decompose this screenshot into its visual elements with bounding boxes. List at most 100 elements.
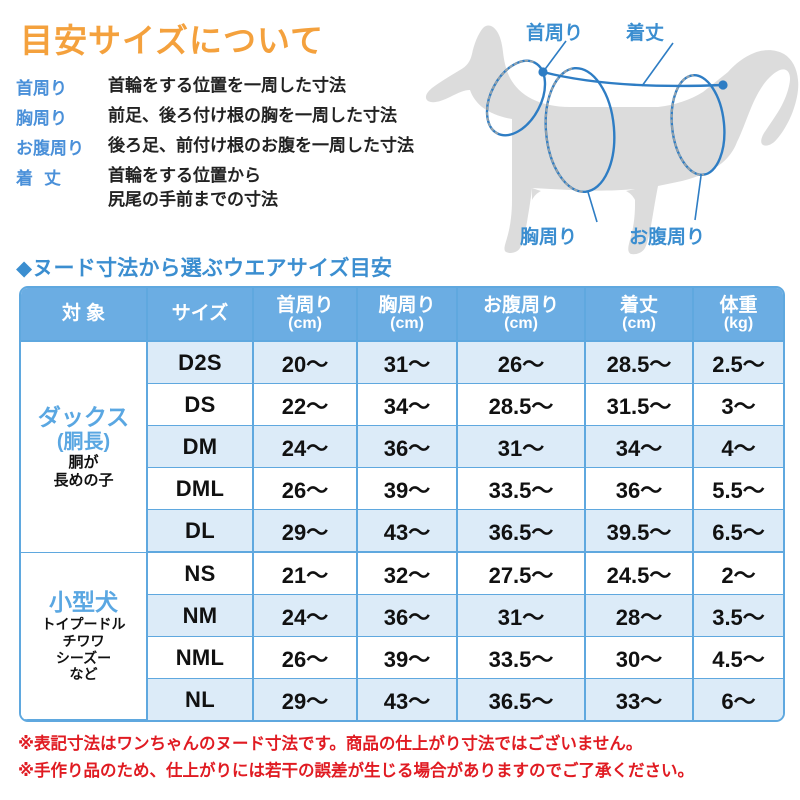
definition-term-chest: 胸周り bbox=[16, 109, 67, 128]
diagram-label-chest: 胸周り bbox=[520, 227, 578, 248]
cell-size: D2S bbox=[148, 342, 254, 384]
belly-leader-line bbox=[694, 175, 702, 221]
cell-neck: 22〜 bbox=[254, 384, 358, 426]
cell-belly: 33.5〜 bbox=[458, 468, 586, 510]
cell-chest: 36〜 bbox=[358, 426, 458, 468]
cell-belly: 31〜 bbox=[458, 595, 586, 637]
th-chest: 胸周り (cm) bbox=[358, 288, 458, 342]
table-row: DM 24〜 36〜 31〜 34〜 4〜 bbox=[21, 426, 783, 468]
table-row: ダックス (胴長) 胴が 長めの子 D2S 20〜 31〜 26〜 28.5〜 … bbox=[21, 342, 783, 553]
group-main-label: ダックス bbox=[37, 403, 130, 430]
cell-size: NML bbox=[148, 637, 254, 679]
group-note-line3: シーズー bbox=[55, 649, 112, 666]
cell-size: NM bbox=[148, 595, 254, 637]
cell-neck: 29〜 bbox=[254, 510, 358, 553]
th-size-label: サイズ bbox=[171, 303, 229, 325]
cell-size: DL bbox=[148, 510, 254, 553]
group-note-line4: など bbox=[69, 666, 98, 683]
footer-note-2: ※手作り品のため、仕上がりには若干の誤差が生じる場合がありますのでご了承ください… bbox=[18, 761, 695, 780]
cell-belly: 33.5〜 bbox=[458, 637, 586, 679]
th-neck: 首周り (cm) bbox=[254, 288, 358, 342]
cell-chest: 43〜 bbox=[358, 510, 458, 553]
group-cell-small-dog: 小型犬 トイプードル チワワ シーズー など bbox=[21, 553, 148, 720]
cell-belly: 36.5〜 bbox=[458, 510, 586, 553]
cell-neck: 24〜 bbox=[254, 595, 358, 637]
group-note-line2: チワワ bbox=[62, 632, 105, 649]
group-note-line1: 胴が bbox=[68, 454, 99, 472]
definition-term-length: 着丈 bbox=[16, 169, 72, 188]
cell-length: 39.5〜 bbox=[586, 510, 694, 553]
cell-size: DM bbox=[148, 426, 254, 468]
footer-notes: ※表記寸法はワンちゃんのヌード寸法です。商品の仕上がり寸法ではございません。 ※… bbox=[18, 731, 793, 784]
definition-desc-chest: 前足、後ろ付け根の胸を一周した寸法 bbox=[108, 106, 397, 125]
page-title: 目安サイズについて bbox=[20, 22, 325, 59]
definition-row: 首周り 首輪をする位置を一周した寸法 bbox=[16, 74, 436, 99]
th-length-unit: (cm) bbox=[622, 314, 656, 332]
table-row: 小型犬 トイプードル チワワ シーズー など NS 21〜 32〜 27.5〜 … bbox=[21, 553, 783, 720]
neck-measure-ellipse-dotted bbox=[486, 59, 536, 135]
definition-row: 胸周り 前足、後ろ付け根の胸を一周した寸法 bbox=[16, 104, 436, 129]
cell-chest: 39〜 bbox=[358, 637, 458, 679]
cell-chest: 34〜 bbox=[358, 384, 458, 426]
cell-length: 34〜 bbox=[586, 426, 694, 468]
group-note-line1: トイプードル bbox=[41, 615, 126, 632]
cell-chest: 31〜 bbox=[358, 342, 458, 384]
definition-term-belly: お腹周り bbox=[16, 139, 84, 158]
table-row: NM 24〜 36〜 31〜 28〜 3.5〜 bbox=[21, 595, 783, 637]
chest-measure-ellipse-dotted bbox=[544, 67, 587, 193]
cell-length: 30〜 bbox=[586, 637, 694, 679]
chest-leader-line bbox=[587, 191, 598, 223]
cell-neck: 26〜 bbox=[254, 637, 358, 679]
table-row: NML 26〜 39〜 33.5〜 30〜 4.5〜 bbox=[21, 637, 783, 679]
size-table-wrapper: 対 象 サイズ 首周り (cm) 胸周り (cm) お腹周り (cm) 着丈 (cm) … bbox=[19, 286, 785, 722]
group-sub-label: (胴長) bbox=[56, 430, 111, 453]
group-note-line2: 長めの子 bbox=[53, 472, 114, 490]
belly-measure-ellipse-dotted bbox=[670, 74, 705, 176]
th-weight-label: 体重 bbox=[719, 294, 758, 316]
th-weight: 体重 (kg) bbox=[694, 288, 783, 342]
dog-measurement-diagram: 首周り 着丈 胸周り お腹周り bbox=[420, 0, 800, 262]
section-heading: ◆ヌード寸法から選ぶウエアサイズ目安 bbox=[16, 257, 393, 280]
th-length: 着丈 (cm) bbox=[586, 288, 694, 342]
cell-size: DML bbox=[148, 468, 254, 510]
cell-weight: 6〜 bbox=[694, 679, 783, 720]
size-table: 対 象 サイズ 首周り (cm) 胸周り (cm) お腹周り (cm) 着丈 (cm) … bbox=[19, 286, 785, 722]
cell-length: 31.5〜 bbox=[586, 384, 694, 426]
diagram-label-neck: 首周り bbox=[526, 23, 584, 44]
cell-length: 28〜 bbox=[586, 595, 694, 637]
table-header-row: 対 象 サイズ 首周り (cm) 胸周り (cm) お腹周り (cm) 着丈 (cm) … bbox=[21, 288, 783, 342]
cell-neck: 21〜 bbox=[254, 553, 358, 595]
cell-belly: 27.5〜 bbox=[458, 553, 586, 595]
cell-length: 28.5〜 bbox=[586, 342, 694, 384]
definition-desc-length-line1: 首輪をする位置から bbox=[108, 166, 261, 185]
length-leader-line bbox=[641, 42, 674, 87]
cell-chest: 32〜 bbox=[358, 553, 458, 595]
neck-leader-line bbox=[542, 40, 567, 73]
cell-size: NL bbox=[148, 679, 254, 720]
definition-row: お腹周り 後ろ足、前付け根のお腹を一周した寸法 bbox=[16, 134, 436, 159]
group-main-label: 小型犬 bbox=[49, 588, 118, 615]
th-length-label: 着丈 bbox=[619, 294, 658, 316]
cell-belly: 36.5〜 bbox=[458, 679, 586, 720]
cell-belly: 28.5〜 bbox=[458, 384, 586, 426]
th-chest-unit: (cm) bbox=[390, 314, 424, 332]
cell-weight: 4.5〜 bbox=[694, 637, 783, 679]
group-cell-dachshund: ダックス (胴長) 胴が 長めの子 bbox=[21, 342, 148, 553]
cell-belly: 31〜 bbox=[458, 426, 586, 468]
footer-note-1: ※表記寸法はワンちゃんのヌード寸法です。商品の仕上がり寸法ではございません。 bbox=[18, 735, 643, 753]
cell-neck: 20〜 bbox=[254, 342, 358, 384]
length-end-dot bbox=[718, 80, 728, 90]
cell-weight: 3.5〜 bbox=[694, 595, 783, 637]
cell-chest: 39〜 bbox=[358, 468, 458, 510]
definition-desc-belly: 後ろ足、前付け根のお腹を一周した寸法 bbox=[108, 136, 414, 155]
cell-size: NS bbox=[148, 553, 254, 595]
definition-term-neck: 首周り bbox=[16, 79, 67, 98]
cell-weight: 2〜 bbox=[694, 553, 783, 595]
definition-desc-length-line2: 尻尾の手前までの寸法 bbox=[108, 190, 278, 210]
measurement-definitions: 首周り 首輪をする位置を一周した寸法 胸周り 前足、後ろ付け根の胸を一周した寸法… bbox=[16, 74, 436, 217]
th-belly-unit: (cm) bbox=[504, 314, 538, 332]
cell-chest: 36〜 bbox=[358, 595, 458, 637]
cell-neck: 29〜 bbox=[254, 679, 358, 720]
dog-silhouette-icon bbox=[425, 25, 799, 255]
